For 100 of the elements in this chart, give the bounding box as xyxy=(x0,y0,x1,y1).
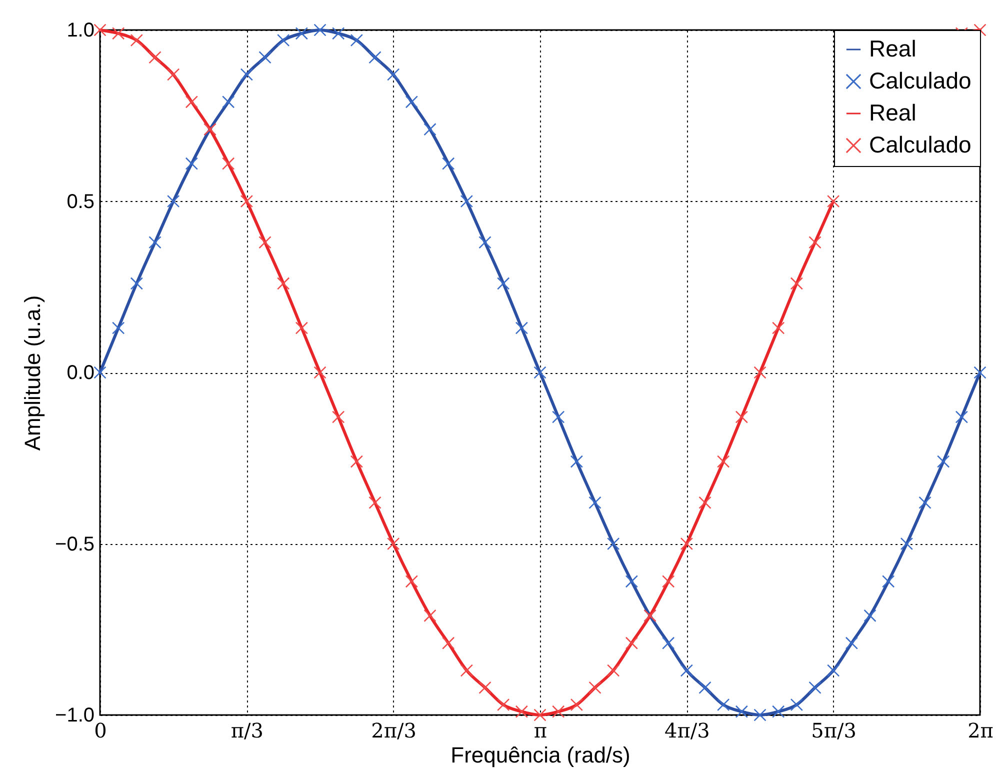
point xyxy=(94,24,106,36)
point xyxy=(130,277,144,290)
point xyxy=(460,194,474,208)
point xyxy=(845,636,858,650)
point xyxy=(808,681,822,694)
point xyxy=(386,537,400,550)
point xyxy=(496,277,510,290)
point xyxy=(826,664,840,677)
point xyxy=(496,698,510,712)
y-tick-label: −0.5 xyxy=(55,533,94,556)
x-tick-label: 5π/3 xyxy=(811,718,857,742)
point xyxy=(570,698,584,712)
point xyxy=(442,157,455,170)
point xyxy=(662,575,675,588)
point xyxy=(808,236,822,249)
point xyxy=(112,322,125,334)
point xyxy=(790,698,804,712)
point xyxy=(276,34,290,47)
point xyxy=(368,496,382,509)
point xyxy=(166,194,180,208)
point xyxy=(515,322,528,334)
point xyxy=(478,681,492,694)
point xyxy=(386,68,400,81)
point xyxy=(735,410,748,424)
point xyxy=(552,705,565,718)
y-axis-title: Amplitude (u.a.) xyxy=(20,295,46,451)
point xyxy=(112,27,125,40)
y-tick-label: −1.0 xyxy=(55,704,94,726)
point xyxy=(735,705,748,718)
point xyxy=(166,68,180,81)
point xyxy=(350,34,364,47)
point xyxy=(772,705,785,718)
point xyxy=(442,636,455,650)
point xyxy=(295,27,308,40)
point xyxy=(515,705,528,718)
point xyxy=(240,194,254,208)
legend-label: Calculado xyxy=(869,68,972,94)
point xyxy=(350,455,364,468)
point xyxy=(460,664,474,677)
point xyxy=(552,410,565,424)
point xyxy=(754,708,766,722)
point xyxy=(772,322,785,334)
point xyxy=(368,51,382,64)
point xyxy=(588,681,602,694)
point xyxy=(314,24,326,36)
x-tick-label: π/3 xyxy=(230,718,264,742)
point xyxy=(295,322,308,334)
point xyxy=(94,366,106,379)
point xyxy=(332,410,345,424)
point xyxy=(662,636,675,650)
legend-label: Calculado xyxy=(869,132,972,158)
y-tick-label: 1.0 xyxy=(66,20,94,42)
point xyxy=(130,34,144,47)
point xyxy=(148,236,162,249)
point xyxy=(826,194,840,208)
point xyxy=(332,27,345,40)
point xyxy=(405,96,418,108)
point xyxy=(276,277,290,290)
point xyxy=(148,51,162,64)
point xyxy=(936,455,950,468)
point xyxy=(754,366,766,379)
point xyxy=(240,68,254,81)
point xyxy=(955,410,968,424)
point xyxy=(185,96,198,108)
point xyxy=(900,537,914,550)
y-tick-label: 0.0 xyxy=(66,362,94,384)
point xyxy=(680,664,694,677)
point xyxy=(424,609,436,622)
y-tick-label: 0.5 xyxy=(66,190,94,213)
point xyxy=(716,455,730,468)
point xyxy=(974,366,986,379)
x-tick-label: 0 xyxy=(94,718,107,742)
point xyxy=(864,609,876,622)
point xyxy=(258,236,272,249)
point xyxy=(405,575,418,588)
legend-label: Real xyxy=(869,100,916,126)
point xyxy=(185,157,198,170)
point xyxy=(625,575,638,588)
point xyxy=(222,96,235,108)
point xyxy=(478,236,492,249)
point xyxy=(716,698,730,712)
point xyxy=(534,708,546,722)
x-axis-title: Frequência (rad/s) xyxy=(450,742,630,768)
point xyxy=(606,664,620,677)
point xyxy=(424,122,436,136)
legend-label: Real xyxy=(869,36,916,62)
point xyxy=(882,575,895,588)
point xyxy=(258,51,272,64)
point xyxy=(698,681,712,694)
point xyxy=(918,496,932,509)
point xyxy=(222,157,235,170)
x-tick-label: 4π/3 xyxy=(664,718,710,742)
point xyxy=(570,455,584,468)
point xyxy=(606,537,620,550)
point xyxy=(314,366,326,379)
point xyxy=(534,366,546,379)
point xyxy=(625,636,638,650)
point xyxy=(680,537,694,550)
point xyxy=(698,496,712,509)
x-tick-label: 2π xyxy=(968,718,994,742)
